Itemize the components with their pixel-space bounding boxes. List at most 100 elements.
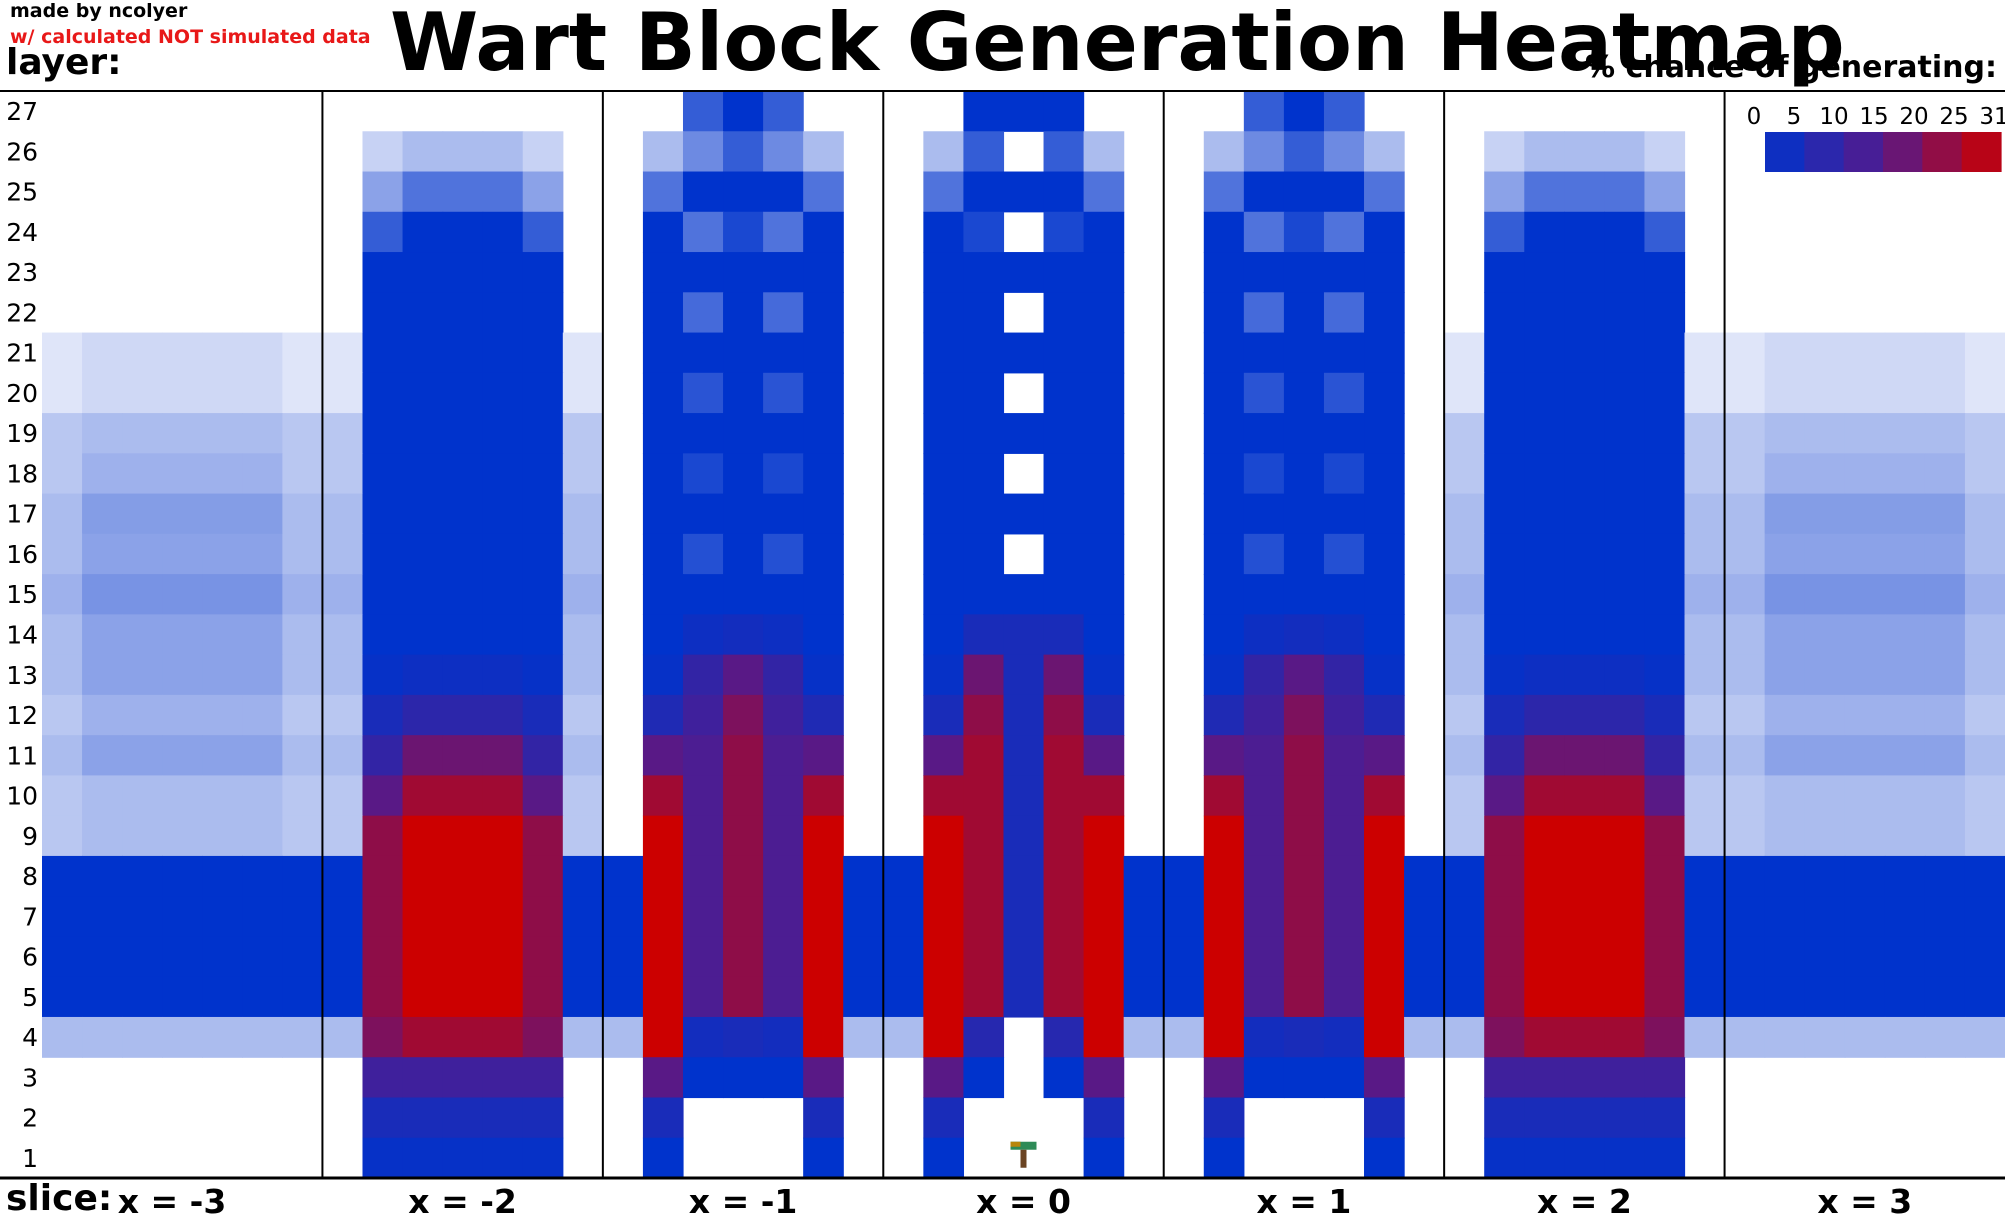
legend-tick-label: 20 <box>1899 104 1928 130</box>
heatmap-cell <box>1764 493 1806 535</box>
heatmap-cell <box>562 493 604 535</box>
heatmap-cell <box>562 453 604 495</box>
heatmap-cell <box>1804 533 1846 575</box>
heatmap-cell <box>1924 453 1966 495</box>
heatmap-cell <box>1884 775 1926 817</box>
heatmap-cell <box>803 1097 844 1139</box>
heatmap-cell <box>1764 855 1806 897</box>
heatmap-cell <box>1364 815 1405 857</box>
heatmap-cell <box>402 855 444 897</box>
heatmap-cell <box>1243 815 1285 857</box>
heatmap-cell <box>1364 1057 1405 1099</box>
heatmap-cell <box>682 855 724 897</box>
heatmap-cell <box>482 815 524 857</box>
heatmap-cell <box>1123 896 1165 938</box>
heatmap-cell <box>1123 976 1165 1018</box>
heatmap-cell <box>402 1057 444 1099</box>
heatmap-cell <box>1484 936 1525 978</box>
heatmap-cell <box>522 413 564 454</box>
heatmap-cell <box>1083 1097 1125 1139</box>
heatmap-cell <box>1243 252 1285 293</box>
heatmap-cell <box>1283 91 1325 132</box>
heatmap-cell <box>1644 574 1686 615</box>
heatmap-cell <box>1884 654 1926 696</box>
heatmap-cell <box>843 1016 884 1058</box>
heatmap-cell <box>1243 614 1285 656</box>
heatmap-cell <box>642 775 684 817</box>
heatmap-cell <box>1043 694 1085 736</box>
heatmap-cell <box>1764 896 1806 938</box>
heatmap-cell <box>923 936 965 978</box>
heatmap-cell <box>1003 91 1045 132</box>
heatmap-cell <box>1203 654 1245 696</box>
layer-tick-label: 26 <box>6 137 38 166</box>
heatmap-cell <box>402 654 444 696</box>
heatmap-cell <box>402 1016 444 1058</box>
heatmap-cell <box>402 171 444 213</box>
heatmap-cell <box>1604 976 1646 1018</box>
heatmap-cell <box>122 1016 163 1058</box>
heatmap-cell <box>242 815 283 857</box>
heatmap-cell <box>322 574 364 615</box>
heatmap-cell <box>1003 735 1045 777</box>
heatmap-cell <box>1484 1057 1525 1099</box>
heatmap-cell <box>1283 332 1325 374</box>
legend-title: % chance of generating: <box>1585 50 1997 85</box>
heatmap-cell <box>162 654 203 696</box>
heatmap-cell <box>1964 735 2005 777</box>
heatmap-cell <box>1484 252 1525 293</box>
heatmap-cell <box>1844 694 1886 736</box>
heatmap-cell <box>1884 735 1926 777</box>
heatmap-cell <box>482 533 524 575</box>
heatmap-cell <box>42 694 83 736</box>
heatmap-cell <box>723 1016 764 1058</box>
heatmap-cell <box>1724 775 1766 817</box>
heatmap-cell <box>803 413 844 454</box>
heatmap-cell <box>642 453 684 495</box>
heatmap-cell <box>82 574 123 615</box>
heatmap-cell <box>1804 453 1846 495</box>
heatmap-cell <box>242 453 283 495</box>
heatmap-cell <box>1684 855 1726 897</box>
heatmap-cell <box>1964 493 2005 535</box>
heatmap-cell <box>1083 493 1125 535</box>
heatmap-cell <box>1884 936 1926 978</box>
heatmap-cell <box>763 413 804 454</box>
heatmap-cell <box>682 815 724 857</box>
heatmap-cell <box>803 211 844 253</box>
heatmap-cell <box>1644 332 1686 374</box>
heatmap-cell <box>883 896 924 938</box>
heatmap-cell <box>1323 735 1365 777</box>
heatmap-cell <box>723 574 764 615</box>
heatmap-cell <box>1684 574 1726 615</box>
heatmap-cell <box>482 171 524 213</box>
heatmap-cell <box>362 332 404 374</box>
layer-tick-label: 18 <box>6 460 38 489</box>
heatmap-cell <box>1364 211 1405 253</box>
heatmap-cell <box>362 654 404 696</box>
heatmap-cell <box>963 91 1005 132</box>
heatmap-cell <box>242 936 283 978</box>
heatmap-cell <box>1604 533 1646 575</box>
heatmap-cell <box>1524 252 1565 293</box>
heatmap-cell <box>803 735 844 777</box>
heatmap-cell <box>282 493 324 535</box>
heatmap-cell <box>42 936 83 978</box>
heatmap-cell <box>1203 936 1245 978</box>
heatmap-cell <box>1964 372 2005 414</box>
heatmap-cell <box>562 614 604 656</box>
heatmap-cell <box>162 976 203 1018</box>
heatmap-cell <box>763 815 804 857</box>
heatmap-cell <box>642 654 684 696</box>
heatmap-cell <box>803 815 844 857</box>
heatmap-cell <box>522 1016 564 1058</box>
heatmap-cell <box>1444 936 1485 978</box>
heatmap-cell <box>482 211 524 253</box>
heatmap-cell <box>1884 1016 1926 1058</box>
heatmap-cell <box>1924 855 1966 897</box>
heatmap-cell <box>963 614 1005 656</box>
heatmap-cell <box>1844 896 1886 938</box>
heatmap-cell <box>1524 855 1565 897</box>
heatmap-cell <box>803 252 844 293</box>
heatmap-cell <box>442 332 484 374</box>
